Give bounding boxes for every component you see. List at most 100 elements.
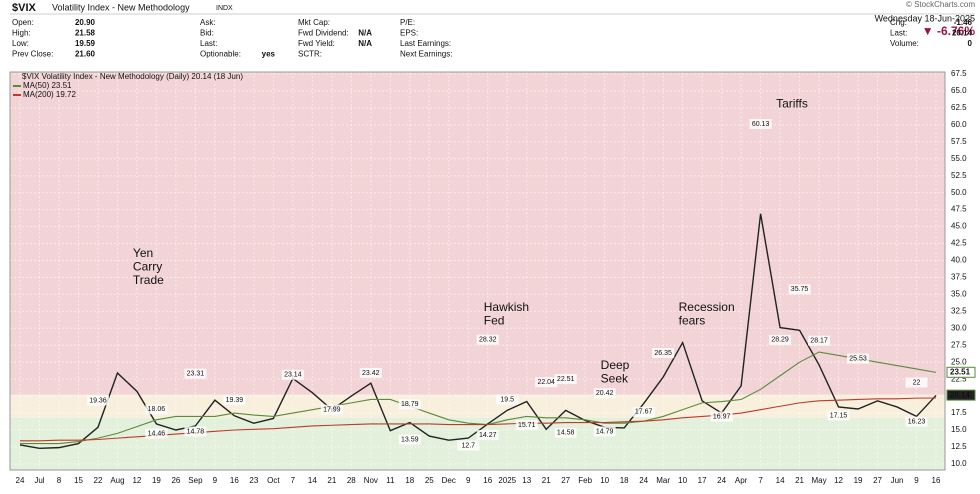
x-tick-label: Oct xyxy=(267,476,280,485)
x-tick-label: 16 xyxy=(230,476,239,485)
x-tick-label: Mar xyxy=(656,476,670,485)
y-tick-label: 52.5 xyxy=(951,171,967,180)
y-tick-label: 30.0 xyxy=(951,323,967,332)
value-label-box xyxy=(905,416,928,427)
value-label-box xyxy=(905,377,928,388)
x-tick-label: 15 xyxy=(74,476,83,485)
x-tick-label: Feb xyxy=(578,476,592,485)
y-tick-label: 37.5 xyxy=(951,273,967,282)
field-value: 20.14 xyxy=(952,29,973,38)
value-label: 19.36 xyxy=(89,397,107,404)
annotation: Trade xyxy=(133,273,164,287)
x-tick-label: Aug xyxy=(110,476,124,485)
value-label-box xyxy=(554,427,577,438)
date: Wednesday 18-Jun-2025 xyxy=(875,13,975,23)
x-tick-label: 22 xyxy=(94,476,103,485)
x-tick-label: 18 xyxy=(620,476,629,485)
value-label-box xyxy=(86,395,109,406)
value-label-box xyxy=(710,411,733,422)
field-label: Open: xyxy=(12,18,34,27)
field-label: Fwd Dividend: xyxy=(298,29,349,38)
price-tag: 23.51 xyxy=(950,367,971,376)
plot-frame xyxy=(9,71,946,471)
value-label-box xyxy=(145,404,168,415)
field-value: -1.46 xyxy=(954,18,973,27)
value-label-box xyxy=(476,334,499,345)
value-label: 35.75 xyxy=(791,286,809,293)
field-label: Volume: xyxy=(890,39,919,48)
x-tick-label: 21 xyxy=(327,476,336,485)
x-tick-label: 19 xyxy=(854,476,863,485)
value-label-box xyxy=(827,410,850,421)
y-tick-label: 12.5 xyxy=(951,442,967,451)
value-label: 23.42 xyxy=(362,370,380,377)
legend-label: MA(50) 23.51 xyxy=(23,81,72,90)
field-value: 20.90 xyxy=(75,18,96,27)
x-tick-label: 19 xyxy=(152,476,161,485)
y-tick-label: 62.5 xyxy=(951,103,967,112)
y-tick-label: 35.0 xyxy=(951,290,967,299)
x-tick-label: 10 xyxy=(678,476,687,485)
field-label: Ask: xyxy=(200,18,216,27)
x-tick-label: 28 xyxy=(347,476,356,485)
value-label: 14.78 xyxy=(187,428,205,435)
x-tick-label: Jun xyxy=(891,476,904,485)
x-tick-label: 7 xyxy=(291,476,296,485)
field-value: yes xyxy=(262,50,276,59)
chart-title: $VIX Volatility Index - New Methodology … xyxy=(22,72,243,81)
field-label: Optionable: xyxy=(200,50,241,59)
x-tick-label: 9 xyxy=(213,476,218,485)
value-label: 18.06 xyxy=(148,406,166,413)
x-tick-label: 9 xyxy=(466,476,471,485)
annotation: Yen xyxy=(133,246,153,260)
annotation: Carry xyxy=(133,259,162,273)
y-tick-label: 27.5 xyxy=(951,340,967,349)
field-label: Fwd Yield: xyxy=(298,39,335,48)
x-tick-label: 8 xyxy=(57,476,62,485)
field-label: SCTR: xyxy=(298,50,322,59)
value-label: 14.27 xyxy=(479,432,497,439)
series-line xyxy=(20,397,937,442)
field-value: 19.59 xyxy=(75,39,96,48)
price-tag-box xyxy=(946,366,976,378)
value-label: 17.67 xyxy=(635,409,653,416)
y-tick-label: 42.5 xyxy=(951,239,967,248)
x-tick-label: 14 xyxy=(308,476,317,485)
x-tick-label: 14 xyxy=(776,476,785,485)
x-tick-label: 25 xyxy=(425,476,434,485)
x-tick-label: 27 xyxy=(561,476,570,485)
symbol-name: Volatility Index - New Methodology xyxy=(52,2,190,12)
field-label: Mkt Cap: xyxy=(298,18,330,27)
field-label: Last Earnings: xyxy=(400,39,451,48)
x-tick-label: 16 xyxy=(932,476,941,485)
value-label: 12.7 xyxy=(461,442,475,449)
x-tick-label: Dec xyxy=(442,476,456,485)
value-label-box xyxy=(749,119,772,130)
value-label-box xyxy=(184,368,207,379)
value-label-box xyxy=(398,434,421,445)
change-pct: ▼ -6.76% xyxy=(922,24,976,38)
value-label: 23.14 xyxy=(284,372,302,379)
x-tick-label: Nov xyxy=(364,476,378,485)
symbol: $VIX xyxy=(12,2,37,14)
x-tick-label: 13 xyxy=(522,476,531,485)
x-tick-label: 16 xyxy=(483,476,492,485)
field-label: Bid: xyxy=(200,29,214,38)
field-label: Last: xyxy=(200,39,217,48)
x-tick-label: 7 xyxy=(758,476,763,485)
x-tick-label: Apr xyxy=(735,476,748,485)
field-value: 0 xyxy=(968,39,973,48)
zone xyxy=(10,72,945,395)
field-label: Chg: xyxy=(890,18,907,27)
value-label: 17.99 xyxy=(323,407,341,414)
value-label: 16.97 xyxy=(713,413,731,420)
x-tick-label: 24 xyxy=(717,476,726,485)
annotation: Fed xyxy=(484,314,505,328)
x-tick-label: 18 xyxy=(405,476,414,485)
y-tick-label: 15.0 xyxy=(951,425,967,434)
value-label-box xyxy=(223,395,246,406)
y-tick-label: 32.5 xyxy=(951,306,967,315)
y-tick-label: 60.0 xyxy=(951,120,967,129)
value-label: 26.35 xyxy=(654,350,672,357)
y-tick-label: 17.5 xyxy=(951,408,967,417)
